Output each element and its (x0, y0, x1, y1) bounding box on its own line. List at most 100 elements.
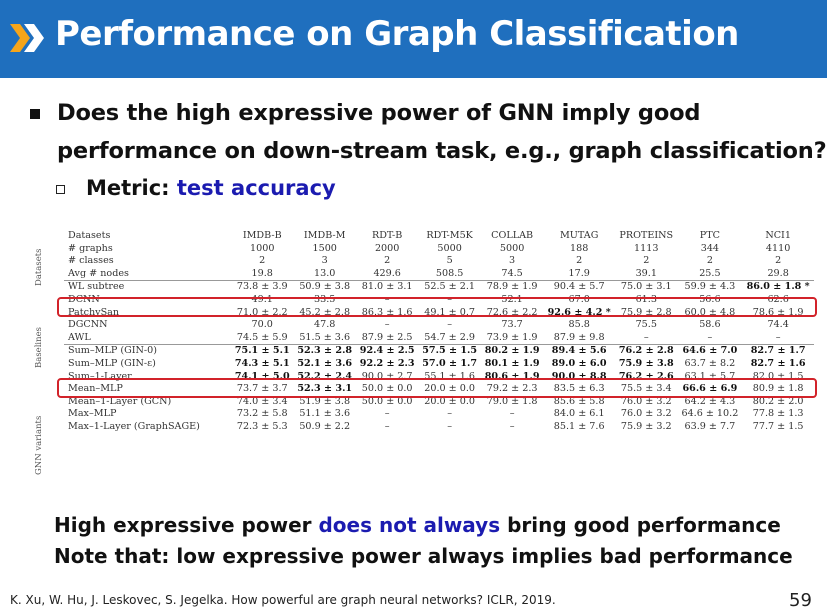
table-cell: 72.3 ± 5.3 (236, 420, 288, 432)
bullet-square-icon (30, 109, 40, 119)
table-cell: 2 (259, 255, 266, 267)
table-cell: 85.6 ± 5.8 (553, 395, 605, 407)
table-cell: 51.5 ± 3.6 (299, 331, 351, 343)
table-cell: 85.1 ± 7.6 (553, 420, 605, 432)
highlight-box-gin-0 (57, 378, 817, 398)
table-cell: 64.2 ± 4.3 (684, 395, 736, 407)
hollow-bullet-icon (56, 185, 65, 194)
table-cell: 89.4 ± 5.6 (543, 344, 616, 358)
row-label: Mean–MLP (68, 383, 123, 395)
table-header-label: Datasets (68, 230, 111, 241)
table-cell: 77.7 ± 1.5 (752, 420, 804, 432)
group-label-baselines: Baselines (34, 326, 44, 368)
table-cell: 64.6 ± 10.2 (681, 408, 739, 420)
table-cell: 188 (570, 242, 589, 254)
table-cell: 82.7 ± 1.6 (750, 357, 806, 369)
table-cell: 77.8 ± 1.3 (752, 408, 804, 420)
double-chevron-icon (10, 24, 44, 52)
row-label: Max–1-Layer (GraphSAGE) (68, 420, 200, 432)
table-header-cell: PROTEINS (619, 230, 674, 241)
table-cell: 49.1 (251, 293, 273, 305)
table-cell: 33.5 (314, 293, 336, 305)
table-header-cell: NCI1 (765, 230, 791, 241)
table-cell: 25.5 (699, 267, 721, 279)
table-cell: 20.0 ± 0.0 (424, 383, 476, 395)
table-cell: 56.6 (699, 293, 721, 305)
table-row: Sum–1-Layer 74.1 ± 5.0 52.2 ± 2.4 90.0 ± 2.… (64, 371, 814, 384)
table-cell: – (447, 319, 453, 331)
row-label: DCNN (68, 293, 100, 305)
table-cell: 429.6 (373, 267, 401, 279)
table-cell: 80.1 ± 1.9 (484, 357, 540, 369)
table-cell: 50.0 ± 0.0 (361, 383, 413, 395)
table-cell: – (447, 420, 453, 432)
table-cell: 13.0 (314, 267, 336, 279)
table-cell: 5 (446, 255, 453, 267)
table-cell: 75.1 ± 5.1 (231, 344, 294, 358)
table-cell: 76.0 ± 3.2 (620, 408, 672, 420)
table-row: DCNN 49.1 33.5 – – 52.1 67.0 61.3 56.6 62.6 (64, 294, 814, 307)
table-cell: 70.0 (251, 319, 273, 331)
table-cell: 64.6 ± 7.0 (677, 344, 743, 358)
table-cell: 52.1 (501, 293, 523, 305)
table-cell: 2000 (374, 242, 400, 254)
conclusion-1-highlight: does not always (318, 513, 501, 537)
table-cell: 79.2 ± 2.3 (486, 383, 538, 395)
table-cell: 74.4 (767, 319, 789, 331)
table-cell: – (384, 420, 390, 432)
table-cell: 71.0 ± 2.2 (236, 306, 288, 318)
table-cell: 75.5 ± 3.4 (620, 383, 672, 395)
table-row: WL subtree 73.8 ± 3.9 50.9 ± 3.8 81.0 ± 3.1… (64, 280, 814, 294)
table-cell: – (643, 331, 649, 343)
row-label: Avg # nodes (68, 267, 129, 279)
table-cell: 47.8 (314, 319, 336, 331)
row-label: DGCNN (68, 319, 108, 331)
table-cell: 3 (321, 255, 328, 267)
table-cell: – (384, 408, 390, 420)
table-cell: 90.4 ± 5.7 (543, 280, 616, 294)
table-cell: 1500 (312, 242, 337, 254)
table-cell: 2 (576, 255, 583, 267)
table-cell: 17.9 (568, 267, 590, 279)
table-cell: 61.3 (635, 293, 657, 305)
table-cell: 63.7 ± 8.2 (684, 357, 736, 369)
table-cell: 78.9 ± 1.9 (480, 280, 544, 294)
table-cell: 75.0 ± 3.1 (615, 280, 678, 294)
table-cell: – (384, 319, 390, 331)
table-header-cell: RDT-B (371, 230, 403, 241)
table-cell: 52.3 ± 3.1 (297, 383, 353, 395)
row-label: # classes (68, 255, 114, 267)
table-cell: 39.1 (635, 267, 657, 279)
table-row: # classes 2 3 2 5 3 2 2 2 2 (64, 255, 814, 268)
table-cell: 75.9 ± 3.8 (618, 357, 674, 369)
table-cell: 20.0 ± 0.0 (424, 395, 476, 407)
table-cell: 79.0 ± 1.8 (486, 395, 538, 407)
table-cell: 51.9 ± 3.8 (299, 395, 351, 407)
table-cell: 52.5 ± 2.1 (418, 280, 481, 294)
table-cell: 52.1 ± 3.6 (297, 357, 353, 369)
table-row: Sum–MLP (GIN-ε) 74.3 ± 5.1 52.1 ± 3.6 92.2 … (64, 358, 814, 371)
table-cell: 80.9 ± 1.8 (752, 383, 804, 395)
table-cell: 83.5 ± 6.3 (553, 383, 605, 395)
table-header-cell: COLLAB (491, 230, 534, 241)
title-bar: Performance on Graph Classification (0, 0, 827, 78)
table-cell: 87.9 ± 9.8 (553, 331, 605, 343)
table-cell: 508.5 (435, 267, 464, 279)
table-body: # graphs 1000 1500 2000 5000 5000 188 1113 344 41… (64, 243, 814, 434)
highlight-box-wl-subtree (57, 297, 817, 317)
group-label-datasets: Datasets (34, 248, 44, 286)
table-header-cell: IMDB-B (242, 230, 282, 241)
results-table-area: Datasets Baselines GNN variants Datasets… (34, 230, 817, 500)
table-cell: 92.6 ± 4.2 * (547, 306, 611, 318)
row-label: WL subtree (64, 280, 231, 294)
citation: K. Xu, W. Hu, J. Leskovec, S. Jegelka. H… (10, 593, 556, 607)
table-cell: 51.1 ± 3.6 (299, 408, 351, 420)
table-cell: 55.1 ± 1.6 (424, 370, 476, 382)
group-label-gnn-variants: GNN variants (34, 415, 44, 475)
table-cell: 84.0 ± 6.1 (553, 408, 605, 420)
table-cell: 74.3 ± 5.1 (234, 357, 290, 369)
table-cell: 344 (700, 242, 720, 254)
table-cell: 92.2 ± 2.3 (359, 357, 415, 369)
table-row: Mean–MLP 73.7 ± 3.7 52.3 ± 3.1 50.0 ± 0.0 20… (64, 383, 814, 396)
table-cell: – (775, 331, 781, 343)
